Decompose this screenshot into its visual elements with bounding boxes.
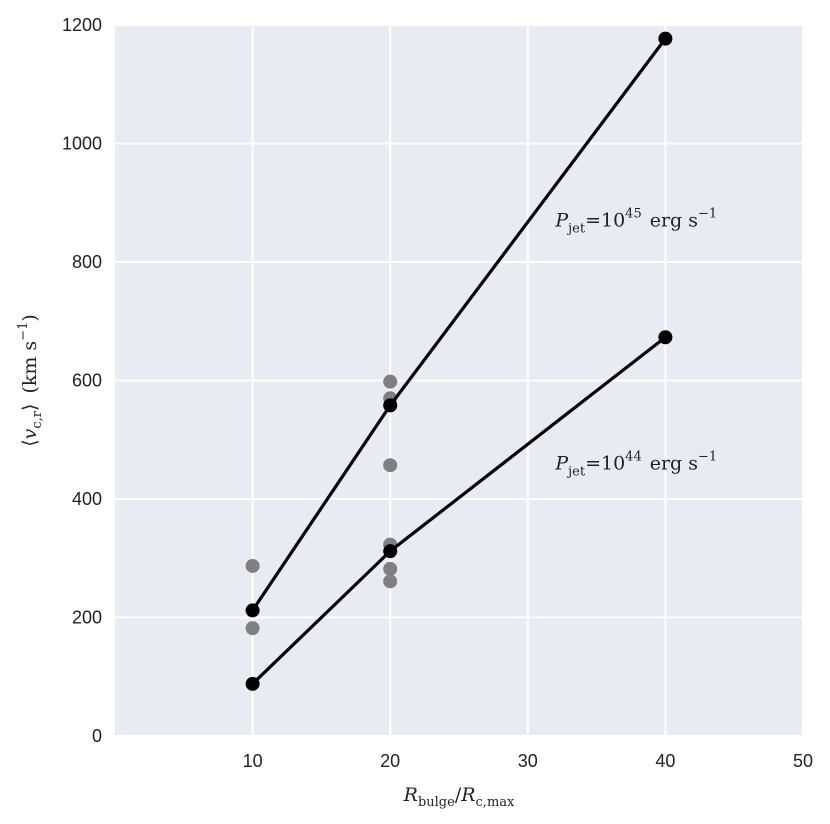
individual-point <box>383 458 398 473</box>
x-axis-title-main2: R <box>460 784 475 806</box>
series-point <box>245 676 260 691</box>
series-label-var: P <box>554 452 569 474</box>
x-tick-label: 40 <box>655 751 675 771</box>
x-axis-title-sub2: c,max <box>476 795 515 810</box>
x-axis-title-sep: / <box>455 784 462 806</box>
individual-point <box>383 574 398 589</box>
series-label-2: Pjet=1044 erg s−1 <box>554 449 717 479</box>
series-label-sub: jet <box>566 464 586 479</box>
individual-point <box>245 558 260 573</box>
y-tick-label: 400 <box>72 489 102 509</box>
individual-point <box>383 561 398 576</box>
y-axis-title-left: ⟨ <box>19 439 41 446</box>
series-label-unit-exp: −1 <box>698 206 717 221</box>
series-point <box>658 330 673 345</box>
series-label-unit: erg s <box>650 452 698 474</box>
y-axis-title-var: v <box>19 428 41 439</box>
y-tick-label: 1000 <box>62 134 102 154</box>
series-label-eq: =10 <box>585 209 625 231</box>
y-tick-label: 600 <box>72 371 102 391</box>
x-tick-label: 50 <box>793 751 813 771</box>
y-axis-title-unit: (km s <box>19 341 41 394</box>
x-tick-label: 20 <box>380 751 400 771</box>
y-axis-title-unit-close: ) <box>19 314 41 321</box>
x-tick-label: 10 <box>243 751 263 771</box>
y-tick-label: 1200 <box>62 15 102 35</box>
series-point <box>383 398 398 413</box>
series-label-sub: jet <box>566 221 586 236</box>
y-axis-title-sub: c,r <box>30 410 45 428</box>
y-axis-title: ⟨vc,r⟩ (km s−1) <box>16 314 45 447</box>
y-tick-label: 0 <box>92 726 102 746</box>
series-label-eq: =10 <box>585 452 625 474</box>
x-axis-title-main: R <box>403 784 418 806</box>
series-point <box>658 31 673 46</box>
series-label-exp: 44 <box>625 449 642 464</box>
individual-point <box>383 374 398 389</box>
x-axis-title: Rbulge/Rc,max <box>403 784 515 810</box>
x-tick-label: 30 <box>518 751 538 771</box>
series-label-unit: erg s <box>650 209 698 231</box>
series-label-exp: 45 <box>625 206 642 221</box>
series-point <box>383 544 398 559</box>
series-label-unit-exp: −1 <box>698 449 717 464</box>
y-axis-title-unit-exp: −1 <box>16 322 31 341</box>
y-axis-title-right: ⟩ <box>19 404 41 411</box>
individual-point <box>245 621 260 636</box>
y-tick-label: 800 <box>72 252 102 272</box>
series-label-var: P <box>554 209 569 231</box>
y-tick-label: 200 <box>72 608 102 628</box>
x-axis-title-sub: bulge <box>418 795 455 810</box>
series-point <box>245 603 260 618</box>
series-label-1: Pjet=1045 erg s−1 <box>554 206 717 236</box>
